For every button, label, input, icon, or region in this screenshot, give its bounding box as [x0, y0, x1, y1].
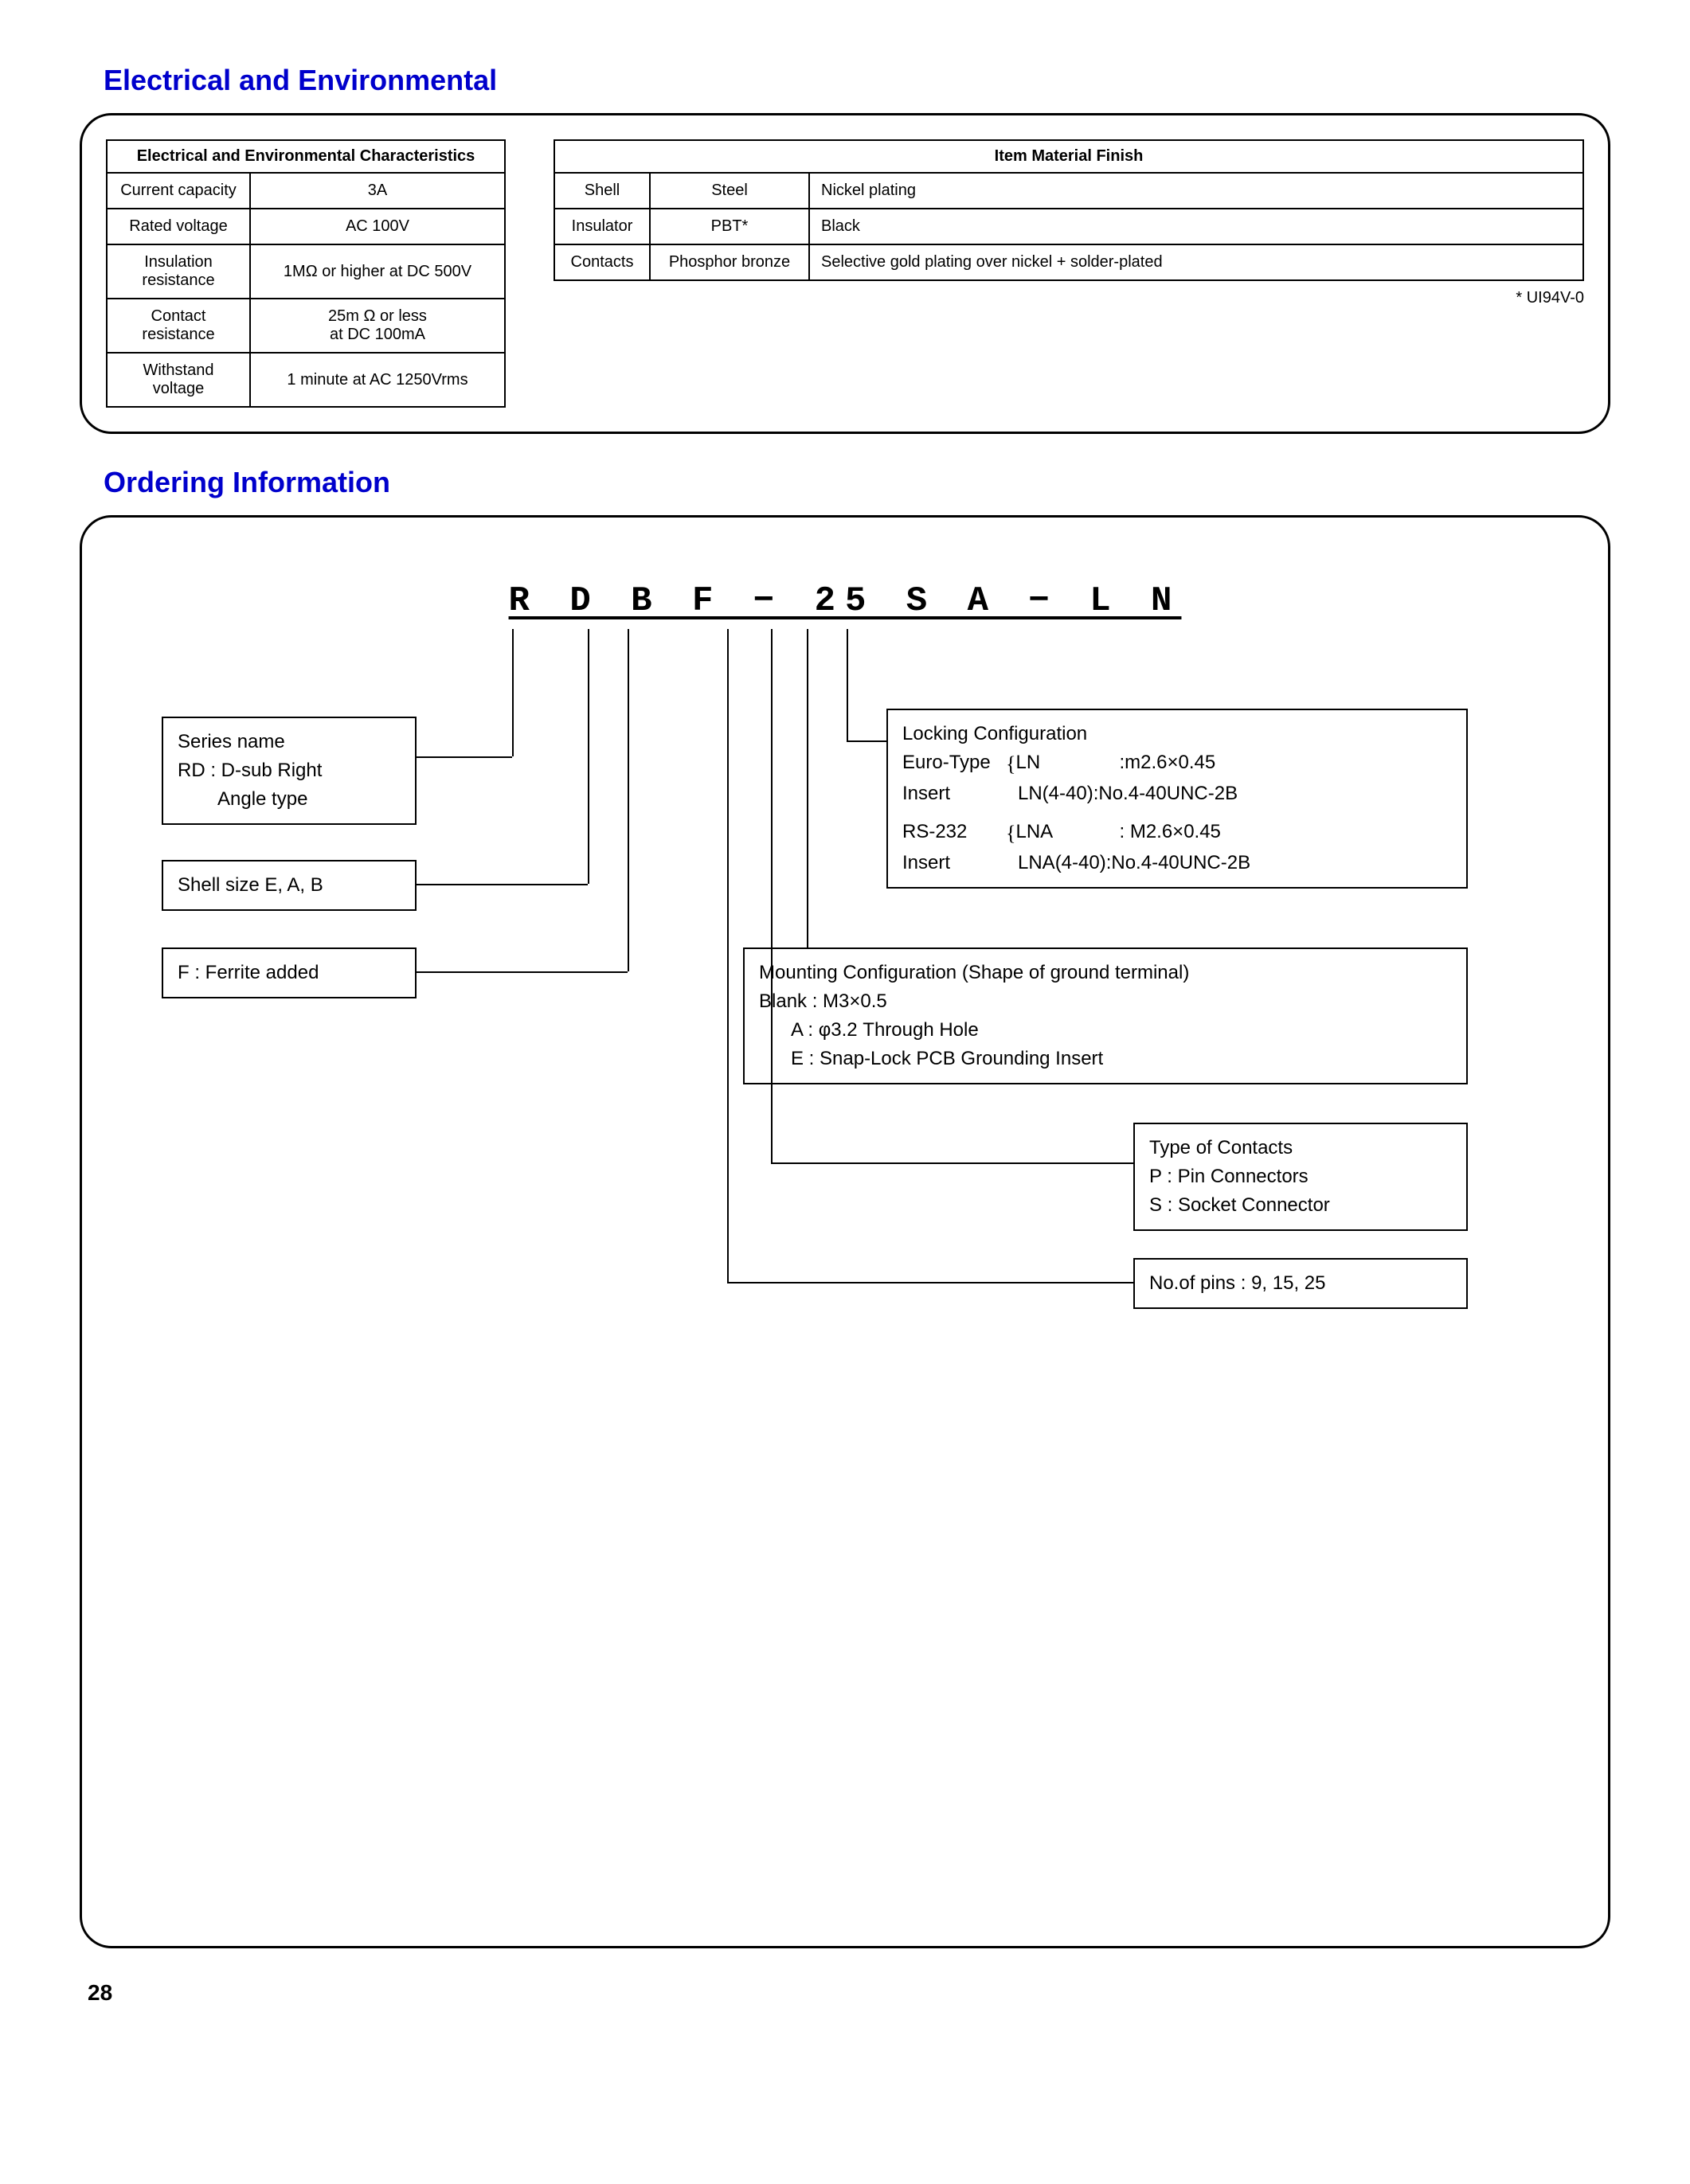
table-row: Insulator PBT* Black — [554, 209, 1583, 244]
spec-value: AC 100V — [250, 209, 505, 244]
callout-text: E : Snap-Lock PCB Grounding Insert — [759, 1045, 1452, 1073]
table-row: Current capacity 3A — [107, 173, 505, 209]
spec-label: Withstand voltage — [107, 353, 250, 407]
connector-line — [771, 629, 773, 1162]
electrical-box: Electrical and Environmental Characteris… — [80, 113, 1610, 434]
callout-shell: Shell size E, A, B — [162, 860, 417, 911]
spec-label: Contact resistance — [107, 299, 250, 353]
callout-text: Locking Configuration — [902, 720, 1452, 748]
connector-line — [417, 756, 512, 758]
material-table-header: Item Material Finish — [554, 140, 1583, 173]
spec-value: 3A — [250, 173, 505, 209]
callout-text: P : Pin Connectors — [1149, 1162, 1452, 1191]
connector-line — [771, 1162, 1133, 1164]
table-row: Withstand voltage 1 minute at AC 1250Vrm… — [107, 353, 505, 407]
material-cell: Black — [809, 209, 1583, 244]
part-number: R D B F − 25 S A − L N — [114, 581, 1576, 621]
material-cell: Insulator — [554, 209, 650, 244]
ordering-box: R D B F − 25 S A − L N Series name RD : … — [80, 515, 1610, 1948]
callout-pins: No.of pins : 9, 15, 25 — [1133, 1258, 1468, 1309]
table-row: Contacts Phosphor bronze Selective gold … — [554, 244, 1583, 280]
material-cell: Steel — [650, 173, 809, 209]
callout-mounting: Mounting Configuration (Shape of ground … — [743, 947, 1468, 1084]
callout-text: F : Ferrite added — [178, 962, 319, 983]
material-table: Item Material Finish Shell Steel Nickel … — [554, 139, 1584, 281]
connector-line — [512, 629, 514, 756]
callout-text: Series name — [178, 728, 401, 756]
spec-table: Electrical and Environmental Characteris… — [106, 139, 506, 408]
callout-locking: Locking Configuration Euro-Type { LN :m2… — [886, 709, 1468, 889]
callout-text: : M2.6×0.45 — [1119, 818, 1220, 849]
callout-text: A : φ3.2 Through Hole — [759, 1016, 1452, 1045]
callout-text: Insert — [902, 849, 1018, 877]
connector-line — [847, 629, 848, 740]
spec-value: 25m Ω or less at DC 100mA — [250, 299, 505, 353]
material-cell: Nickel plating — [809, 173, 1583, 209]
callout-text: :m2.6×0.45 — [1119, 748, 1215, 779]
callout-text: LNA — [1015, 818, 1119, 849]
callout-text: Euro-Type — [902, 748, 1006, 779]
callout-text: S : Socket Connector — [1149, 1191, 1452, 1220]
table-row: Shell Steel Nickel plating — [554, 173, 1583, 209]
spec-table-header: Electrical and Environmental Characteris… — [107, 140, 505, 173]
callout-text: Insert — [902, 779, 1018, 808]
callout-text: Mounting Configuration (Shape of ground … — [759, 959, 1452, 987]
footnote: * UI94V-0 — [554, 289, 1584, 307]
callout-contacts: Type of Contacts P : Pin Connectors S : … — [1133, 1123, 1468, 1231]
spec-label: Rated voltage — [107, 209, 250, 244]
brace-icon: { — [1006, 818, 1015, 849]
callout-text: RS-232 — [902, 818, 1006, 849]
material-cell: Selective gold plating over nickel + sol… — [809, 244, 1583, 280]
connector-line — [417, 884, 588, 885]
callout-text: LN — [1015, 748, 1119, 779]
connector-line — [847, 740, 886, 742]
callout-text: Angle type — [178, 785, 401, 814]
brace-icon: { — [1006, 748, 1015, 779]
connector-line — [628, 629, 629, 971]
table-row: Insulation resistance 1MΩ or higher at D… — [107, 244, 505, 299]
spec-label: Current capacity — [107, 173, 250, 209]
callout-text: RD : D-sub Right — [178, 756, 401, 785]
callout-text: Shell size E, A, B — [178, 874, 323, 896]
material-cell: Phosphor bronze — [650, 244, 809, 280]
callout-text: Type of Contacts — [1149, 1134, 1452, 1162]
page-number: 28 — [88, 1980, 1610, 2006]
material-cell: Contacts — [554, 244, 650, 280]
spec-value: 1 minute at AC 1250Vrms — [250, 353, 505, 407]
table-row: Rated voltage AC 100V — [107, 209, 505, 244]
connector-line — [417, 971, 628, 973]
material-cell: Shell — [554, 173, 650, 209]
electrical-section-title: Electrical and Environmental — [104, 64, 1610, 97]
callout-ferrite: F : Ferrite added — [162, 947, 417, 998]
ordering-diagram: Series name RD : D-sub Right Angle type … — [114, 653, 1576, 1608]
connector-line — [588, 629, 589, 884]
callout-text: Blank : M3×0.5 — [759, 987, 1452, 1016]
connector-line — [807, 629, 808, 947]
callout-text: LN(4-40):No.4-40UNC-2B — [1018, 779, 1238, 808]
table-row: Contact resistance 25m Ω or less at DC 1… — [107, 299, 505, 353]
callout-series: Series name RD : D-sub Right Angle type — [162, 717, 417, 825]
ordering-section-title: Ordering Information — [104, 466, 1610, 499]
callout-text: LNA(4-40):No.4-40UNC-2B — [1018, 849, 1250, 877]
material-cell: PBT* — [650, 209, 809, 244]
spec-value: 1MΩ or higher at DC 500V — [250, 244, 505, 299]
connector-line — [727, 1282, 1133, 1283]
callout-text: No.of pins : 9, 15, 25 — [1149, 1272, 1325, 1294]
spec-label: Insulation resistance — [107, 244, 250, 299]
connector-line — [727, 629, 729, 1282]
